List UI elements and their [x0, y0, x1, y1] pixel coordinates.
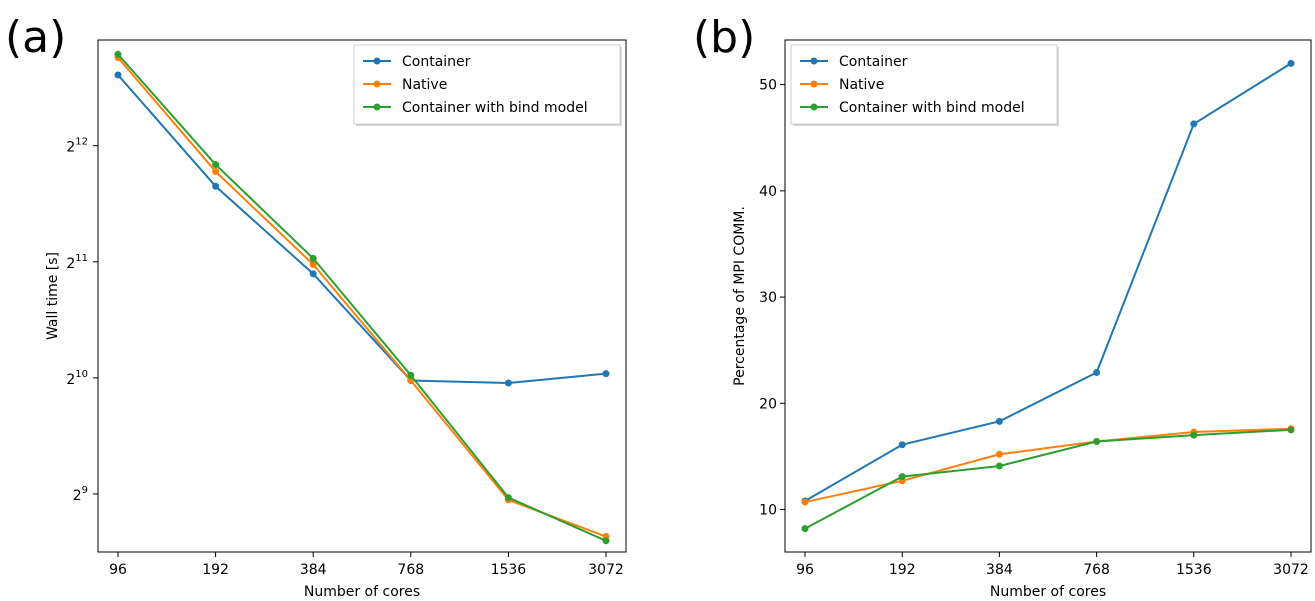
legend-label: Container with bind model — [402, 100, 588, 116]
x-tick-label: 768 — [1083, 562, 1110, 578]
series-line — [804, 427, 1292, 504]
legend-label: Native — [402, 77, 447, 93]
x-tick-label: 192 — [202, 562, 229, 578]
x-tick-label: 1536 — [491, 562, 527, 578]
data-point — [212, 168, 220, 176]
plot-frame — [784, 39, 1312, 553]
legend-box — [353, 44, 621, 125]
series-line — [117, 56, 607, 538]
series-line — [804, 62, 1292, 502]
legend-box — [790, 44, 1058, 125]
data-point — [114, 71, 122, 79]
y-tick-exponent: 11 — [75, 253, 88, 264]
y-tick-base: 2 — [66, 140, 75, 156]
x-tick-label: 768 — [397, 562, 424, 578]
y-axis-label: Percentage of MPI COMM. — [732, 206, 748, 386]
series-line — [117, 74, 607, 385]
data-point — [995, 462, 1003, 470]
series-line — [117, 53, 607, 542]
series-container — [801, 59, 1295, 505]
data-point — [114, 50, 122, 58]
data-point — [1287, 59, 1295, 67]
y-tick-label: 30 — [759, 290, 777, 306]
y-tick-base: 2 — [66, 372, 75, 388]
series-line — [804, 428, 1292, 530]
data-point — [212, 161, 220, 169]
y-tick-exponent: 12 — [75, 137, 88, 148]
panel-label: (b) — [693, 12, 755, 63]
y-tick-label: 50 — [759, 78, 777, 94]
y-tick-label: 20 — [759, 396, 777, 412]
y-tick-label: 211 — [66, 253, 88, 272]
y-tick-exponent: 10 — [75, 369, 88, 380]
data-point — [898, 473, 906, 481]
data-point — [1093, 438, 1101, 446]
legend: Container Native Container with bind model — [790, 44, 1059, 126]
y-tick-base: 2 — [66, 256, 75, 272]
y-tick-base: 2 — [73, 488, 82, 504]
legend-marker — [373, 57, 381, 65]
legend-marker — [373, 80, 381, 88]
x-tick-label: 192 — [889, 562, 916, 578]
data-point — [801, 498, 809, 506]
legend-marker — [810, 80, 818, 88]
y-tick-label: 212 — [66, 137, 88, 156]
panel-label: (a) — [5, 12, 66, 63]
chart-panel-b: (b) 96 192 384 768 1536 3072 10 20 30 40 50 Number o… — [693, 12, 1312, 600]
y-tick-label: 10 — [759, 503, 777, 519]
legend-label: Container — [402, 54, 471, 70]
x-tick-label: 1536 — [1176, 562, 1212, 578]
data-point — [309, 261, 317, 269]
y-axis-label: Wall time [s] — [45, 252, 61, 340]
chart-panel-a: (a)96 192 384 768 1536 307229210211212Number … — [5, 12, 627, 600]
data-point — [1190, 431, 1198, 439]
data-point — [309, 254, 317, 262]
y-tick-label: 210 — [66, 369, 88, 388]
data-point — [309, 270, 317, 278]
data-point — [602, 537, 610, 545]
legend-label: Native — [839, 77, 884, 93]
data-point — [995, 450, 1003, 458]
legend-marker — [373, 103, 381, 111]
x-tick-label: 3072 — [1273, 562, 1309, 578]
x-tick-label: 96 — [109, 562, 127, 578]
data-point — [995, 417, 1003, 425]
legend: Container Native Container with bind model — [353, 44, 622, 126]
y-tick-exponent: 9 — [82, 485, 88, 496]
data-point — [407, 371, 415, 379]
x-tick-label: 96 — [796, 562, 814, 578]
legend-label: Container with bind model — [839, 100, 1025, 116]
data-point — [1287, 426, 1295, 434]
series-bind-model — [801, 426, 1295, 533]
y-tick-label: 40 — [759, 184, 777, 200]
x-tick-label: 384 — [986, 562, 1013, 578]
data-point — [1190, 120, 1198, 128]
data-point — [504, 494, 512, 502]
y-tick-label: 29 — [73, 485, 88, 504]
x-tick-label: 3072 — [588, 562, 624, 578]
x-tick-label: 384 — [300, 562, 327, 578]
series-native — [114, 54, 610, 541]
legend-marker — [810, 103, 818, 111]
data-point — [898, 441, 906, 449]
x-axis-label: Number of cores — [304, 584, 420, 600]
legend-marker — [810, 57, 818, 65]
data-point — [801, 525, 809, 533]
series-native — [801, 425, 1295, 506]
plot-frame — [97, 39, 627, 553]
legend-label: Container — [839, 54, 908, 70]
data-point — [212, 182, 220, 190]
data-point — [602, 370, 610, 378]
data-point — [1093, 368, 1101, 376]
series-bind-model — [114, 50, 610, 545]
data-point — [504, 379, 512, 387]
x-axis-label: Number of cores — [990, 584, 1106, 600]
